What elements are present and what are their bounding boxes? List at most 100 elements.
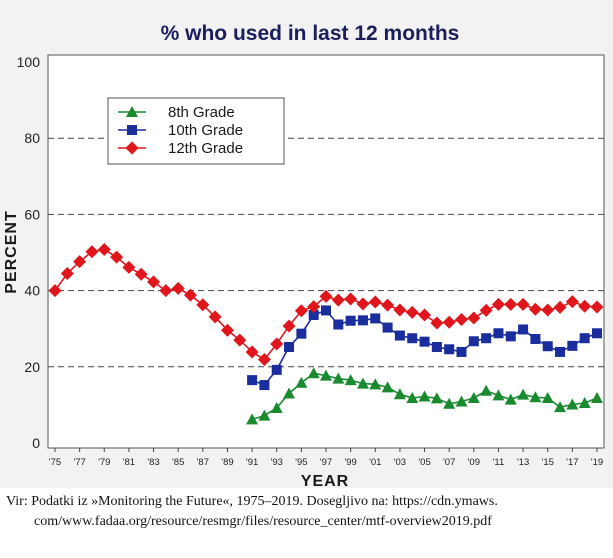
chart-title: % who used in last 12 months: [161, 22, 460, 45]
data-point-12th-grade: [307, 300, 321, 314]
data-point-12th-grade: [516, 297, 530, 311]
x-tick-label: '97: [320, 457, 332, 468]
x-tick-label: '83: [147, 457, 159, 468]
data-point-8th-grade: [270, 401, 283, 413]
legend-marker-10th-grade: [127, 125, 137, 135]
legend-label-12th-grade: 12th Grade: [168, 140, 243, 157]
chart-frame: % who used in last 12 months 0 20 40 60 80 10…: [0, 0, 613, 490]
data-point-12th-grade: [73, 255, 87, 269]
y-tick-label: 60: [24, 206, 40, 222]
data-point-8th-grade: [504, 393, 517, 405]
data-point-10th-grade: [481, 333, 492, 344]
caption-line-1: Vir: Podatki iz »Monitoring the Future«,…: [6, 494, 498, 509]
x-tick-label: '75: [49, 457, 61, 468]
data-point-12th-grade: [319, 289, 333, 303]
x-tick-label: '93: [271, 457, 283, 468]
series-12th-grade: [48, 242, 604, 367]
data-point-12th-grade: [405, 305, 419, 319]
data-point-10th-grade: [468, 336, 479, 347]
data-point-10th-grade: [505, 331, 516, 342]
data-point-8th-grade: [480, 384, 493, 396]
x-axis-label: YEAR: [301, 473, 349, 488]
data-point-8th-grade: [344, 374, 357, 386]
x-tick-label: '77: [73, 457, 85, 468]
series-10th-grade: [247, 305, 602, 391]
data-point-12th-grade: [541, 303, 555, 317]
data-point-12th-grade: [578, 299, 592, 313]
x-tick-label: '81: [123, 457, 135, 468]
data-point-8th-grade: [356, 377, 369, 389]
data-point-10th-grade: [321, 305, 331, 316]
data-point-10th-grade: [370, 313, 381, 324]
series-layer: [48, 242, 604, 425]
x-tick-label: '07: [443, 457, 455, 468]
data-point-12th-grade: [418, 308, 432, 322]
x-tick-label: '85: [172, 457, 184, 468]
data-point-8th-grade: [332, 372, 345, 384]
data-point-10th-grade: [296, 328, 307, 339]
data-point-10th-grade: [271, 364, 282, 375]
data-point-8th-grade: [566, 398, 579, 410]
data-point-8th-grade: [541, 392, 554, 404]
data-point-12th-grade: [184, 288, 197, 302]
data-point-10th-grade: [555, 346, 566, 357]
data-point-10th-grade: [284, 341, 295, 352]
data-point-8th-grade: [430, 392, 443, 404]
data-point-12th-grade: [467, 311, 481, 325]
data-point-8th-grade: [578, 396, 591, 408]
line-chart: % who used in last 12 months 0 20 40 60 80 10…: [3, 22, 605, 490]
data-point-10th-grade: [456, 346, 467, 357]
data-point-12th-grade: [147, 275, 161, 289]
x-tick-label: '13: [517, 457, 529, 468]
data-point-12th-grade: [430, 316, 444, 330]
data-point-8th-grade: [381, 381, 394, 393]
data-point-8th-grade: [467, 392, 480, 404]
data-point-10th-grade: [444, 344, 455, 355]
data-point-12th-grade: [393, 303, 407, 317]
data-point-8th-grade: [246, 413, 259, 425]
data-point-12th-grade: [565, 295, 579, 309]
data-point-8th-grade: [295, 376, 308, 388]
series-8th-grade: [246, 367, 603, 425]
x-tick-label: '19: [591, 457, 603, 468]
x-tick-label: '01: [369, 457, 381, 468]
x-tick-label: '11: [493, 457, 505, 468]
data-point-12th-grade: [110, 250, 124, 264]
data-point-10th-grade: [345, 315, 356, 326]
caption-line-2: com/www.fadaa.org/resource/resmgr/files/…: [34, 514, 492, 529]
data-point-12th-grade: [553, 300, 567, 314]
data-point-12th-grade: [233, 333, 247, 347]
y-tick-label: 40: [24, 283, 40, 299]
data-point-10th-grade: [431, 341, 442, 352]
data-point-8th-grade: [320, 369, 332, 381]
source-caption: Vir: Podatki iz »Monitoring the Future«,…: [6, 492, 606, 532]
data-point-10th-grade: [308, 309, 319, 320]
data-point-10th-grade: [579, 333, 590, 344]
data-point-10th-grade: [333, 319, 344, 330]
x-tick-label: '09: [468, 457, 480, 468]
y-tick-label: 100: [17, 54, 41, 70]
x-tick-label: '95: [295, 457, 307, 468]
data-point-12th-grade: [282, 319, 296, 333]
data-point-12th-grade: [294, 304, 308, 318]
data-point-10th-grade: [407, 333, 418, 344]
data-point-12th-grade: [479, 303, 493, 317]
data-point-10th-grade: [567, 340, 578, 351]
y-axis-ticks: 0 20 40 60 80 100: [17, 54, 41, 451]
data-point-12th-grade: [344, 292, 358, 306]
data-point-12th-grade: [85, 245, 99, 259]
data-point-10th-grade: [394, 330, 405, 341]
data-point-12th-grade: [331, 293, 345, 307]
data-point-12th-grade: [208, 310, 222, 324]
data-point-10th-grade: [259, 380, 270, 391]
data-point-12th-grade: [381, 298, 395, 312]
data-point-12th-grade: [455, 313, 468, 327]
data-point-12th-grade: [196, 298, 210, 312]
data-point-8th-grade: [492, 389, 505, 401]
data-point-12th-grade: [270, 337, 284, 351]
legend-label-8th-grade: 8th Grade: [168, 104, 235, 121]
data-point-12th-grade: [134, 267, 148, 281]
data-point-8th-grade: [307, 367, 320, 379]
y-tick-label: 80: [24, 130, 40, 146]
